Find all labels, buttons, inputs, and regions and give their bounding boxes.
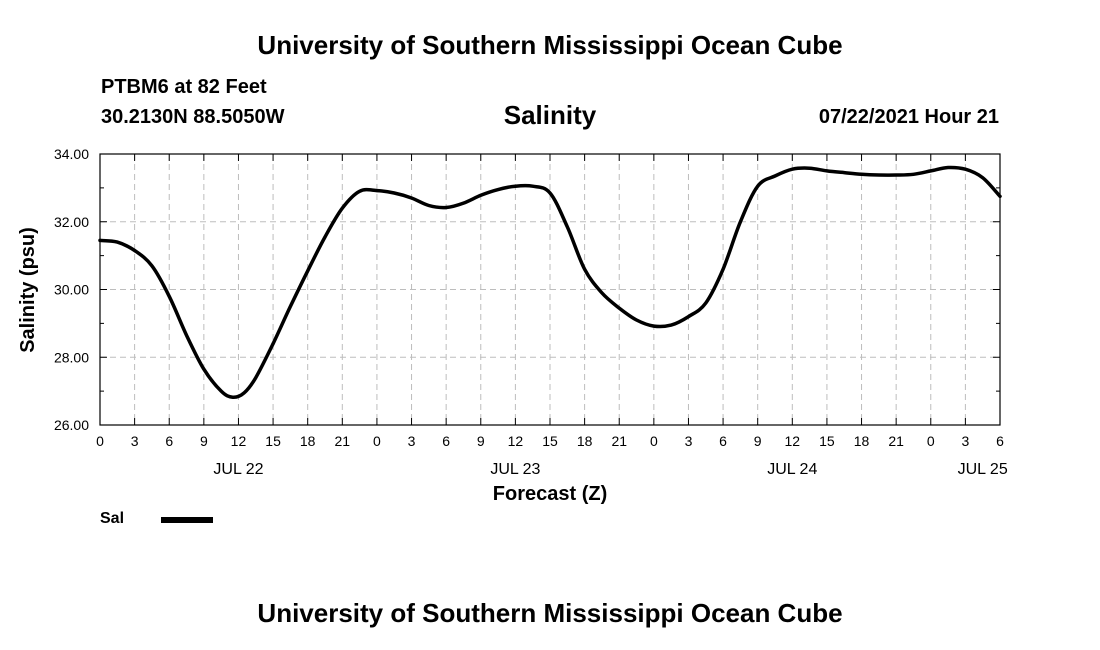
y-tick-label: 32.00 [54,214,89,230]
x-tick-label: 6 [442,433,450,449]
x-tick-label: 15 [819,433,835,449]
x-tick-label: 18 [300,433,316,449]
axis-ticks [99,153,1001,426]
date-labels: JUL 22 JUL 23 JUL 24 JUL 25 [213,461,1007,478]
x-tick-label: 12 [231,433,247,449]
legend-swatch [161,517,213,523]
x-tick-label: 6 [996,433,1004,449]
x-tick-label: 18 [854,433,870,449]
date-label: JUL 25 [958,461,1008,478]
x-tick-label: 3 [685,433,693,449]
coordinates-label: 30.2130N 88.5050W [101,106,285,128]
x-tick-label: 21 [335,433,351,449]
y-axis-label: Salinity (psu) [17,227,39,353]
x-tick-label: 3 [408,433,416,449]
x-tick-label: 9 [200,433,208,449]
station-label: PTBM6 at 82 Feet [101,76,267,98]
y-tick-label: 34.00 [54,146,89,162]
x-tick-label: 12 [508,433,524,449]
date-label: JUL 23 [490,461,540,478]
x-tick-label: 9 [477,433,485,449]
x-tick-label: 3 [961,433,969,449]
grid-lines [100,154,1000,425]
x-tick-label: 6 [719,433,727,449]
x-tick-label: 0 [650,433,658,449]
x-tick-label: 15 [542,433,558,449]
variable-title: Salinity [503,100,597,130]
series-line-sal [98,165,1002,399]
x-tick-label: 21 [888,433,904,449]
legend-label: Sal [100,510,125,527]
x-tick-label: 0 [373,433,381,449]
x-tick-label: 6 [165,433,173,449]
x-axis-label: Forecast (Z) [493,483,607,505]
x-tick-label: 18 [577,433,593,449]
x-tick-labels: 0 3 6 9 12 15 18 21 0 3 6 9 12 15 18 21 0 3 6 9 12 15 18 21 0 3 6 [96,433,1004,449]
date-label: JUL 24 [767,461,817,478]
chart-header-title: University of Southern Mississippi Ocean… [257,30,843,60]
date-label: JUL 22 [213,461,263,478]
x-tick-label: 15 [265,433,281,449]
datetime-label: 07/22/2021 Hour 21 [818,106,999,128]
y-tick-labels: 26.00 28.00 30.00 32.00 34.00 [54,146,89,433]
x-tick-label: 21 [611,433,627,449]
y-tick-label: 28.00 [54,349,89,365]
x-tick-label: 0 [96,433,104,449]
x-tick-label: 0 [927,433,935,449]
footer-title: University of Southern Mississippi Ocean… [257,598,843,628]
x-tick-label: 3 [131,433,139,449]
x-tick-label: 12 [785,433,801,449]
y-tick-label: 30.00 [54,282,89,298]
x-tick-label: 9 [754,433,762,449]
y-tick-label: 26.00 [54,417,89,433]
